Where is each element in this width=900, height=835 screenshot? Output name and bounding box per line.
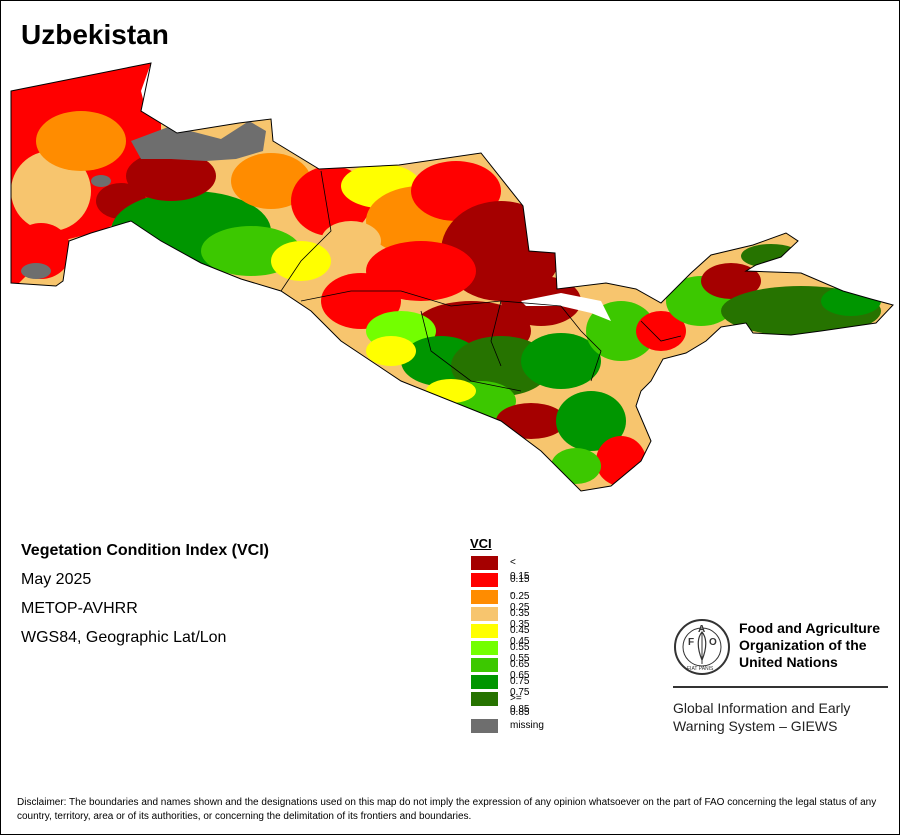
legend-label: 0.35 - 0.45	[510, 608, 530, 647]
legend-swatch	[471, 573, 498, 587]
legend-label: 0.25 - 0.35	[510, 591, 530, 630]
svg-text:FIAT PANIS: FIAT PANIS	[687, 666, 714, 672]
index-title: Vegetation Condition Index (VCI)	[21, 542, 269, 559]
legend-swatch	[471, 641, 498, 655]
divider	[673, 686, 888, 688]
legend-item: 0.25 - 0.35	[470, 589, 529, 630]
disclaimer: Disclaimer: The boundaries and names sho…	[17, 797, 877, 822]
map-metadata: Vegetation Condition Index (VCI) May 202…	[21, 541, 269, 657]
legend-item: < 0.15	[470, 555, 529, 582]
svg-text:F: F	[688, 637, 694, 648]
legend-title: VCI	[470, 536, 492, 551]
legend-label: 0.65 - 0.75	[510, 659, 530, 698]
legend-swatch-missing	[471, 719, 498, 733]
legend-item: >= 0.85	[470, 691, 529, 718]
svg-text:A: A	[698, 624, 705, 635]
legend-item-missing: missing	[470, 718, 544, 735]
org-line: Food and Agriculture	[739, 620, 881, 636]
legend: VCI < 0.15 0.15 - 0.25 0.25 - 0.35 0.35 - 0…	[470, 536, 544, 735]
legend-item: 0.15 - 0.25	[470, 572, 529, 613]
legend-swatch	[471, 692, 498, 706]
period-label: May 2025	[21, 571, 92, 588]
projection-label: WGS84, Geographic Lat/Lon	[21, 629, 227, 646]
legend-item: 0.75 - 0.85	[470, 674, 529, 715]
svg-text:O: O	[709, 637, 717, 648]
legend-item: 0.45 - 0.55	[470, 623, 529, 664]
legend-item: 0.65 - 0.75	[470, 657, 529, 698]
fao-logo: F A O FIAT PANIS	[674, 619, 730, 675]
giews-label: Global Information and Early Warning Sys…	[673, 699, 850, 735]
map-title: Uzbekistan	[21, 19, 169, 50]
legend-swatch	[471, 675, 498, 689]
fao-organization-name: Food and Agriculture Organization of the…	[739, 620, 899, 671]
legend-item: 0.55 - 0.65	[470, 640, 529, 681]
legend-label: >= 0.85	[510, 693, 530, 718]
legend-label: < 0.15	[510, 557, 530, 582]
legend-label: 0.45 - 0.55	[510, 625, 530, 664]
legend-swatch	[471, 607, 498, 621]
legend-swatch	[471, 590, 498, 604]
org-line: Organization of the	[739, 637, 867, 653]
legend-swatch	[471, 556, 498, 570]
giews-line: Warning System – GIEWS	[673, 718, 838, 734]
legend-swatch	[471, 624, 498, 638]
legend-swatch	[471, 658, 498, 672]
legend-label: 0.75 - 0.85	[510, 676, 530, 715]
vci-map	[10, 62, 894, 492]
sensor-label: METOP-AVHRR	[21, 600, 138, 617]
org-line: United Nations	[739, 654, 838, 670]
legend-item: 0.35 - 0.45	[470, 606, 529, 647]
legend-label-missing: missing	[510, 720, 544, 731]
legend-label: 0.55 - 0.65	[510, 642, 530, 681]
legend-items: < 0.15 0.15 - 0.25 0.25 - 0.35 0.35 - 0.45 0…	[470, 555, 529, 718]
legend-label: 0.15 - 0.25	[510, 574, 530, 613]
giews-line: Global Information and Early	[673, 700, 851, 716]
